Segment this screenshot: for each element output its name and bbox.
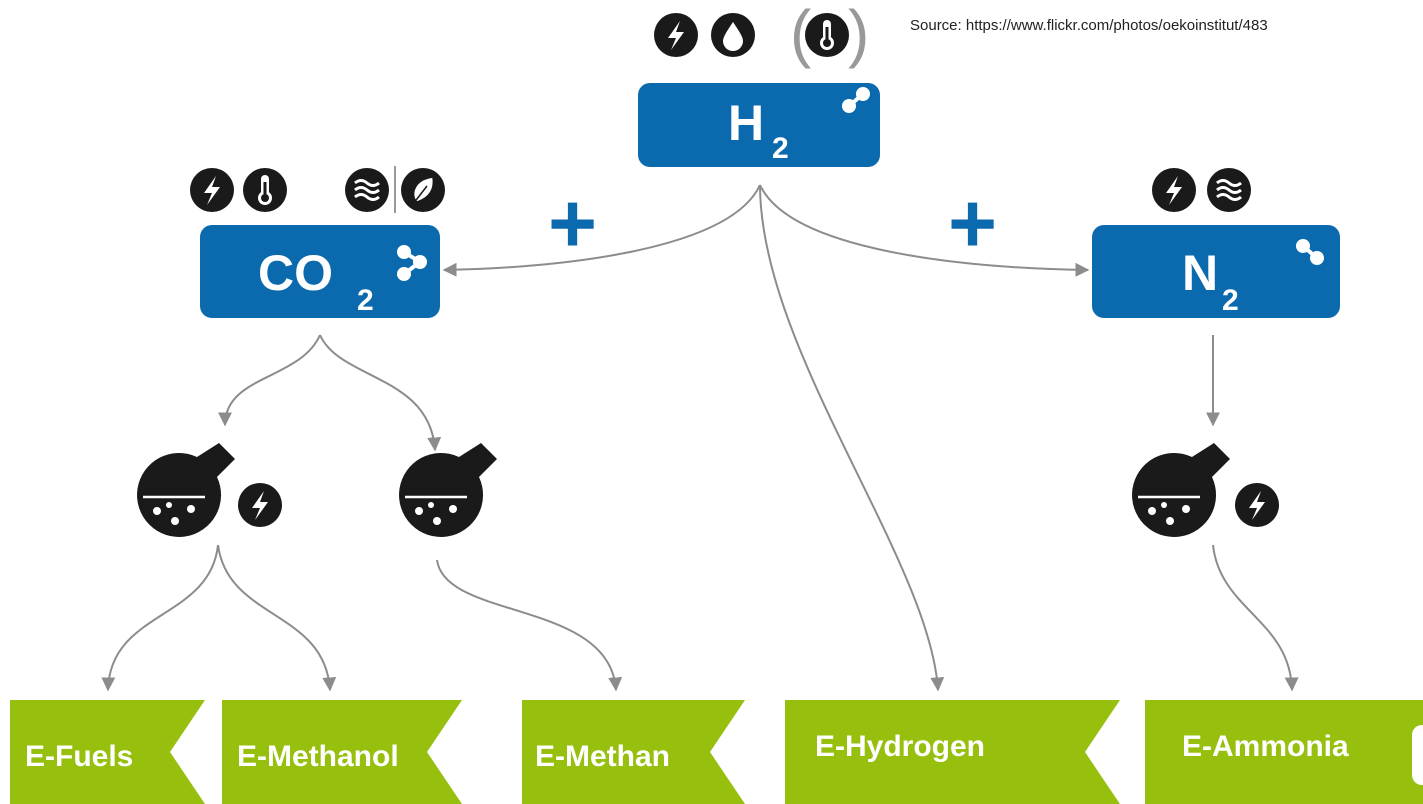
n2-box (1092, 225, 1340, 318)
node-subscript: 2 (772, 132, 789, 165)
icon-air (1205, 166, 1253, 214)
icon-heat (243, 168, 287, 212)
product-label: E-Methanol (237, 740, 399, 773)
notch (1412, 725, 1423, 785)
icon-water (711, 13, 755, 57)
bracket: ) (848, 0, 869, 69)
product-banner (222, 700, 462, 804)
arrow (1212, 544, 1299, 692)
product-banner (1145, 700, 1423, 804)
product-banner (10, 700, 205, 804)
icon-biomass (400, 167, 446, 213)
node-label: CO (258, 245, 333, 301)
node-label: H (728, 95, 764, 151)
arrow (319, 334, 442, 452)
product-label: E-Hydrogen (815, 730, 985, 763)
source-caption: Source: https://www.flickr.com/photos/oe… (910, 17, 1268, 34)
product-label: E-Ammonia (1182, 730, 1349, 763)
node-subscript: 2 (1222, 284, 1239, 317)
arrow (101, 544, 219, 692)
icon-electricity (190, 168, 234, 212)
icon-electricity (654, 13, 698, 57)
product-banner (785, 700, 1120, 804)
product-label: E-Fuels (25, 740, 133, 773)
arrow (218, 334, 321, 427)
arrow (217, 544, 337, 692)
icon-air (343, 166, 391, 214)
icon-reactor (135, 441, 237, 539)
arrow (759, 184, 945, 692)
icon-molecule (397, 245, 427, 281)
icon-electricity (1152, 168, 1196, 212)
icon-heat (805, 13, 849, 57)
icon-electricity (1235, 483, 1279, 527)
bracket: ( (790, 0, 811, 69)
co2-box (200, 225, 440, 318)
node-label: N (1182, 245, 1218, 301)
icon-electricity (238, 483, 282, 527)
node-subscript: 2 (357, 284, 374, 317)
h2-box (638, 83, 880, 167)
arrow (436, 559, 623, 692)
arrow (442, 184, 761, 277)
arrow (759, 184, 1090, 277)
product-label: E-Methan (535, 740, 670, 773)
plus-sign: + (548, 176, 597, 270)
icon-molecule (1296, 239, 1324, 265)
plus-sign: + (948, 176, 997, 270)
icon-reactor (1130, 441, 1232, 539)
icon-reactor (397, 441, 499, 539)
product-banner (522, 700, 745, 804)
